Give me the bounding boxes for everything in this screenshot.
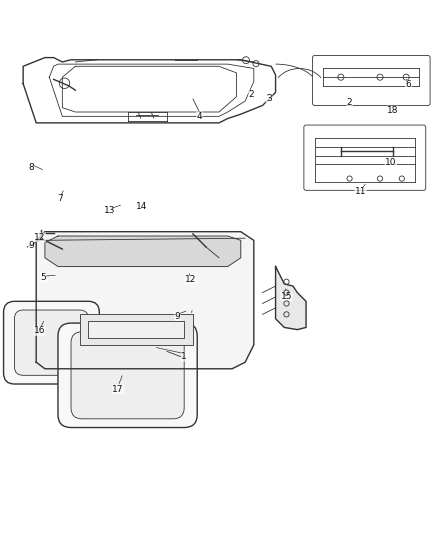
FancyBboxPatch shape — [4, 301, 99, 384]
Polygon shape — [36, 232, 254, 369]
FancyBboxPatch shape — [58, 323, 197, 427]
Text: 4: 4 — [197, 112, 202, 121]
Text: 12: 12 — [185, 275, 196, 284]
Bar — [80, 314, 193, 345]
Text: 15: 15 — [281, 292, 292, 301]
Text: 17: 17 — [112, 385, 124, 394]
Text: 2: 2 — [249, 90, 254, 99]
Bar — [88, 321, 184, 338]
FancyBboxPatch shape — [14, 310, 88, 375]
Text: 8: 8 — [28, 163, 34, 172]
Text: 9: 9 — [175, 312, 180, 321]
Text: 12: 12 — [34, 233, 46, 242]
Text: 18: 18 — [386, 106, 398, 115]
Text: 6: 6 — [406, 80, 411, 89]
Text: 3: 3 — [266, 94, 272, 103]
Text: 13: 13 — [103, 206, 115, 215]
Text: 14: 14 — [136, 202, 147, 211]
Text: 16: 16 — [34, 326, 46, 335]
Text: 11: 11 — [355, 187, 366, 196]
Polygon shape — [45, 236, 241, 266]
Polygon shape — [276, 266, 306, 329]
Text: 10: 10 — [385, 158, 397, 166]
Text: 5: 5 — [41, 273, 46, 282]
FancyBboxPatch shape — [71, 332, 184, 419]
Text: 9: 9 — [28, 241, 34, 250]
Text: 7: 7 — [57, 193, 63, 203]
Text: 1: 1 — [181, 352, 187, 361]
Text: 2: 2 — [347, 98, 353, 107]
